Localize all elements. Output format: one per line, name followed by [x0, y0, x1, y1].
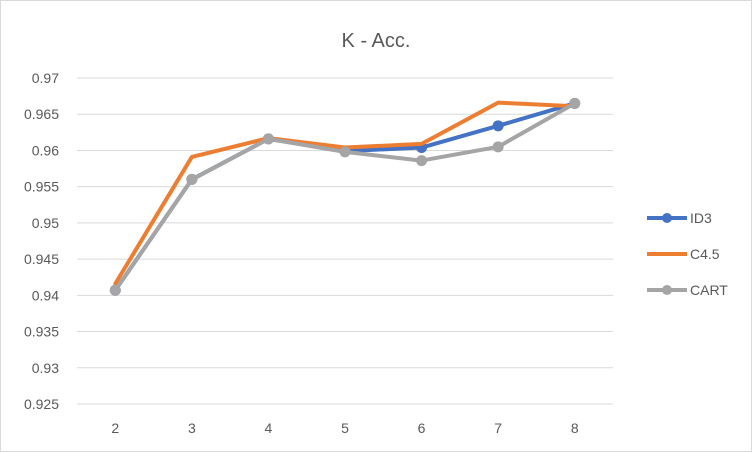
x-tick-label: 6	[418, 420, 426, 436]
legend-marker	[662, 285, 672, 295]
y-tick-label: 0.965	[24, 106, 59, 122]
legend-marker	[662, 213, 672, 223]
data-point	[492, 120, 504, 132]
legend-label: ID3	[690, 210, 712, 226]
x-tick-label: 7	[494, 420, 502, 436]
data-point	[109, 284, 121, 296]
data-point	[416, 155, 428, 167]
x-axis-ticks: 2 3 4 5 6 7 8	[111, 420, 578, 436]
data-point	[569, 97, 581, 109]
y-axis-ticks: 0.925 0.93 0.935 0.94 0.945 0.95 0.955 0.96 0.96…	[24, 70, 59, 412]
series-line-cart	[113, 101, 577, 293]
legend-label: CART	[690, 282, 728, 298]
data-point	[186, 173, 198, 185]
series-line-id3	[113, 101, 577, 293]
x-tick-label: 4	[265, 420, 273, 436]
data-point	[492, 141, 504, 153]
y-tick-label: 0.96	[32, 142, 59, 158]
gridlines	[77, 77, 613, 405]
legend: ID3 C4.5 CART	[647, 210, 728, 298]
data-point	[262, 133, 274, 145]
y-tick-label: 0.94	[32, 287, 59, 303]
x-tick-label: 8	[571, 420, 579, 436]
x-tick-label: 2	[111, 420, 119, 436]
y-tick-label: 0.945	[24, 251, 59, 267]
y-tick-label: 0.925	[24, 396, 59, 412]
x-tick-label: 3	[188, 420, 196, 436]
chart-title: K - Acc.	[342, 30, 411, 52]
y-tick-label: 0.93	[32, 360, 59, 376]
y-tick-label: 0.935	[24, 324, 59, 340]
x-tick-label: 5	[341, 420, 349, 436]
series-lines	[109, 97, 581, 296]
y-tick-label: 0.97	[32, 70, 59, 86]
data-point	[339, 146, 351, 158]
y-tick-label: 0.95	[32, 215, 59, 231]
legend-label: C4.5	[690, 246, 720, 262]
y-tick-label: 0.955	[24, 179, 59, 195]
